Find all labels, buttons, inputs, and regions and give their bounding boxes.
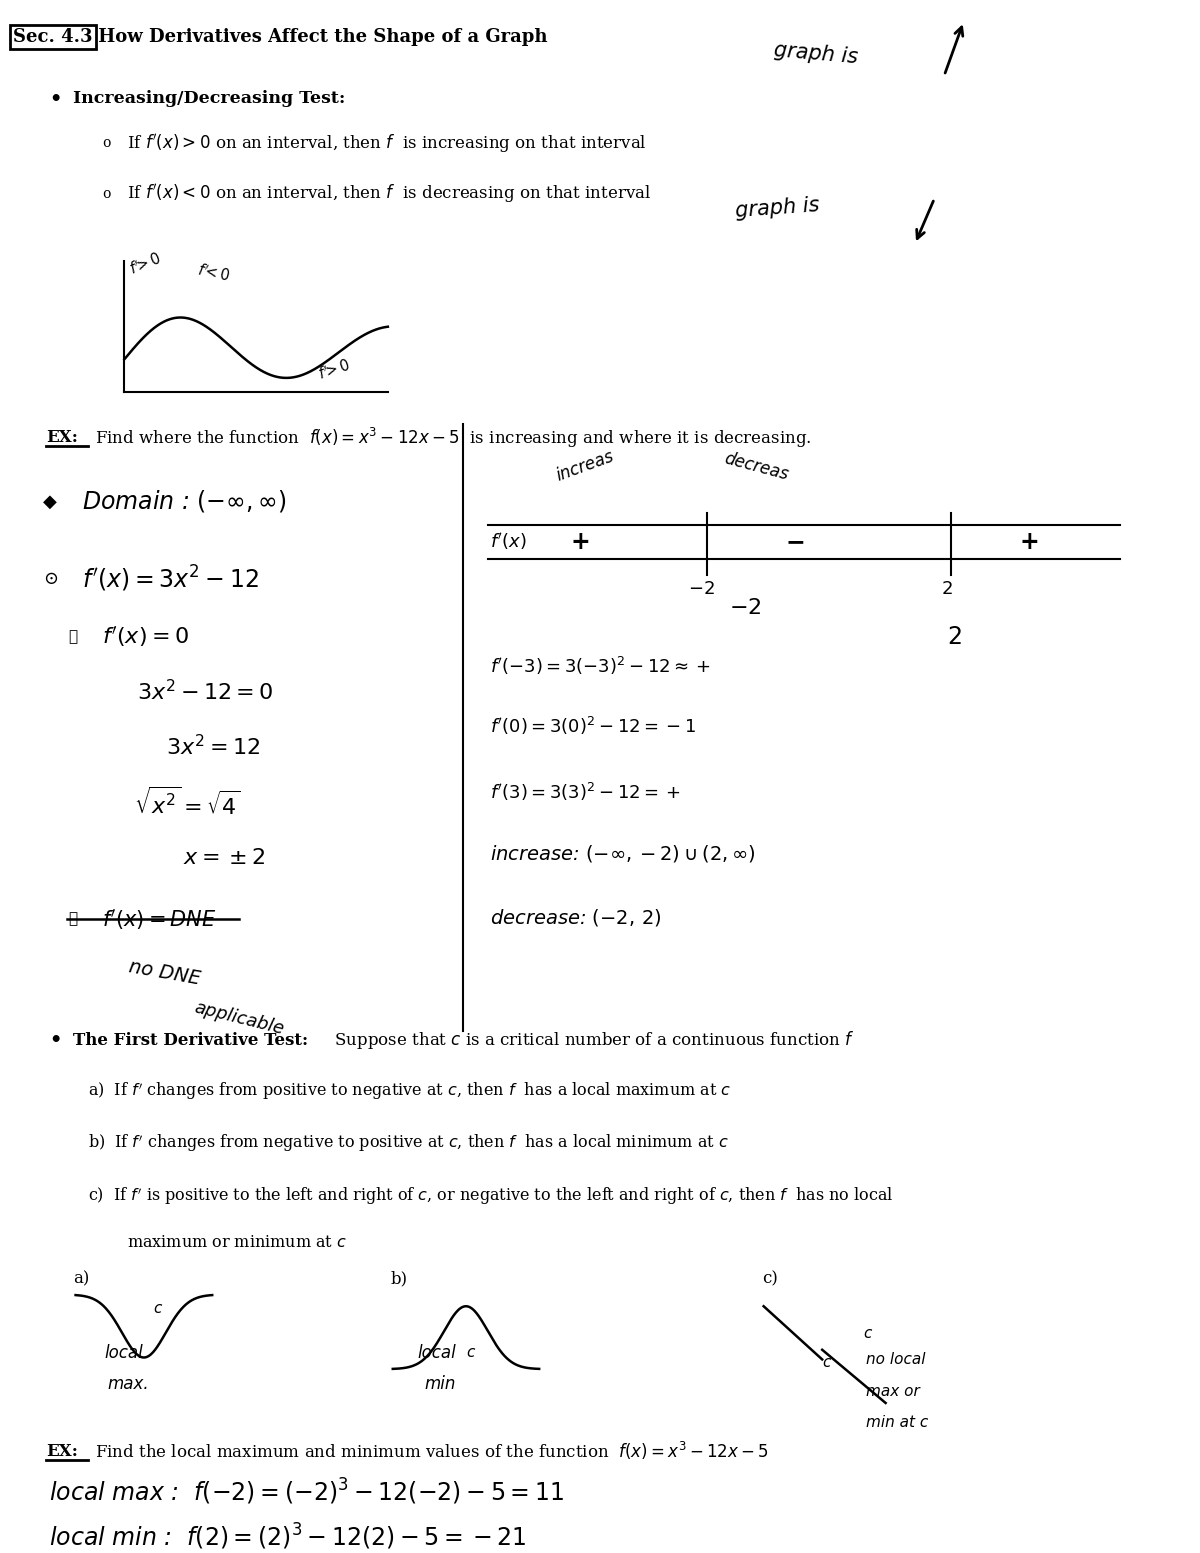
Text: min at c: min at c (866, 1415, 929, 1430)
Text: $f'(x)=DNE$: $f'(x)=DNE$ (102, 907, 216, 932)
Text: EX:: EX: (47, 429, 78, 446)
Text: local: local (418, 1343, 456, 1362)
Text: Find the local maximum and minimum values of the function  $f(x)=x^3-12x-5$: Find the local maximum and minimum value… (95, 1440, 769, 1463)
Text: graph is: graph is (773, 40, 859, 67)
Text: c: c (154, 1301, 162, 1315)
Text: $-2$: $-2$ (688, 581, 714, 598)
Text: b): b) (391, 1270, 408, 1287)
Text: Increasing/Decreasing Test:: Increasing/Decreasing Test: (73, 90, 346, 107)
Text: c)  If $f'$ is positive to the left and right of $c$, or negative to the left an: c) If $f'$ is positive to the left and r… (89, 1185, 894, 1207)
Text: $f'(x)=3x^2-12$: $f'(x)=3x^2-12$ (83, 564, 259, 593)
Text: Sec. 4.3: Sec. 4.3 (13, 28, 92, 47)
Text: $f'(-3)=3(-3)^2-12\approx+$: $f'(-3)=3(-3)^2-12\approx+$ (491, 655, 712, 677)
Text: local max :  $f(-2) = (-2)^3 - 12(-2) - 5 = 11$: local max : $f(-2) = (-2)^3 - 12(-2) - 5… (49, 1477, 564, 1506)
Text: o: o (102, 137, 110, 151)
Text: EX:: EX: (47, 1443, 78, 1460)
Text: c: c (466, 1345, 474, 1360)
Text: ★: ★ (68, 631, 78, 644)
Text: c): c) (762, 1270, 778, 1287)
Text: If $f'(x)<0$ on an interval, then $f$  is decreasing on that interval: If $f'(x)<0$ on an interval, then $f$ is… (127, 182, 652, 205)
Text: If $f'(x)>0$ on an interval, then $f$  is increasing on that interval: If $f'(x)>0$ on an interval, then $f$ is… (127, 132, 647, 155)
Text: Find where the function  $f(x)=x^3-12x-5$  is increasing and where it is decreas: Find where the function $f(x)=x^3-12x-5$… (95, 426, 811, 449)
Text: ★: ★ (68, 912, 78, 926)
Text: $f'\!\!>0$: $f'\!\!>0$ (127, 250, 164, 278)
Text: graph is: graph is (734, 196, 820, 221)
Text: ⊙: ⊙ (43, 570, 59, 587)
Text: maximum or minimum at $c$: maximum or minimum at $c$ (127, 1235, 347, 1250)
Text: decrease: $(-2,\,2)$: decrease: $(-2,\,2)$ (491, 907, 662, 927)
Text: ◆: ◆ (43, 492, 58, 511)
Text: Suppose that $c$ is a critical number of a continuous function $f$: Suppose that $c$ is a critical number of… (324, 1030, 854, 1051)
Text: max.: max. (108, 1374, 150, 1393)
Text: +: + (570, 530, 590, 554)
Text: b)  If $f'$ changes from negative to positive at $c$, then $f$  has a local mini: b) If $f'$ changes from negative to posi… (89, 1134, 730, 1154)
Text: min: min (424, 1374, 455, 1393)
Text: $-2$: $-2$ (730, 598, 762, 618)
Text: •: • (49, 90, 61, 107)
Text: a): a) (73, 1270, 89, 1287)
Text: •: • (49, 1031, 61, 1050)
Text: a)  If $f'$ changes from positive to negative at $c$, then $f$  has a local maxi: a) If $f'$ changes from positive to nega… (89, 1081, 732, 1103)
Text: $3x^2-12=0$: $3x^2-12=0$ (137, 679, 274, 705)
Text: $f'(3)=3(3)^2-12=+$: $f'(3)=3(3)^2-12=+$ (491, 781, 682, 803)
Text: $2$: $2$ (941, 581, 953, 598)
Text: The First Derivative Test:: The First Derivative Test: (73, 1031, 307, 1048)
Text: local min :  $f(2) = (2)^3 - 12(2) - 5 = -21$: local min : $f(2) = (2)^3 - 12(2) - 5 = … (49, 1522, 527, 1551)
Text: increas: increas (553, 447, 617, 485)
Text: applicable: applicable (193, 999, 287, 1037)
Text: $2$: $2$ (947, 624, 961, 649)
Text: local: local (104, 1343, 144, 1362)
Text: c: c (863, 1326, 871, 1340)
Text: no local: no local (866, 1353, 925, 1367)
Text: no DNE: no DNE (127, 957, 202, 988)
Text: $f'(0)=3(0)^2-12=-1$: $f'(0)=3(0)^2-12=-1$ (491, 714, 696, 736)
Text: c: c (822, 1354, 830, 1370)
Text: decreas: decreas (722, 449, 791, 483)
Text: $x=\pm 2$: $x=\pm 2$ (182, 848, 265, 868)
Text: o: o (102, 186, 110, 200)
Text: $f'(x)$: $f'(x)$ (491, 531, 527, 553)
Text: $f'\!\!>0$: $f'\!\!>0$ (317, 357, 353, 382)
Text: +: + (1019, 530, 1039, 554)
Text: How Derivatives Affect the Shape of a Graph: How Derivatives Affect the Shape of a Gr… (92, 28, 547, 47)
Text: $3x^2=12$: $3x^2=12$ (167, 735, 260, 759)
Text: $f'\!\!<0$: $f'\!\!<0$ (196, 261, 232, 284)
Text: $f'(x)=0$: $f'(x)=0$ (102, 624, 188, 649)
Text: max or: max or (866, 1384, 920, 1399)
Text: $\sqrt{x^2}=\sqrt{4}$: $\sqrt{x^2}=\sqrt{4}$ (134, 787, 241, 820)
Text: −: − (785, 530, 805, 554)
Text: increase: $(-\infty,-2)\cup(2,\infty)$: increase: $(-\infty,-2)\cup(2,\infty)$ (491, 843, 756, 863)
Text: Domain : $(-\infty,\infty)$: Domain : $(-\infty,\infty)$ (83, 488, 287, 514)
